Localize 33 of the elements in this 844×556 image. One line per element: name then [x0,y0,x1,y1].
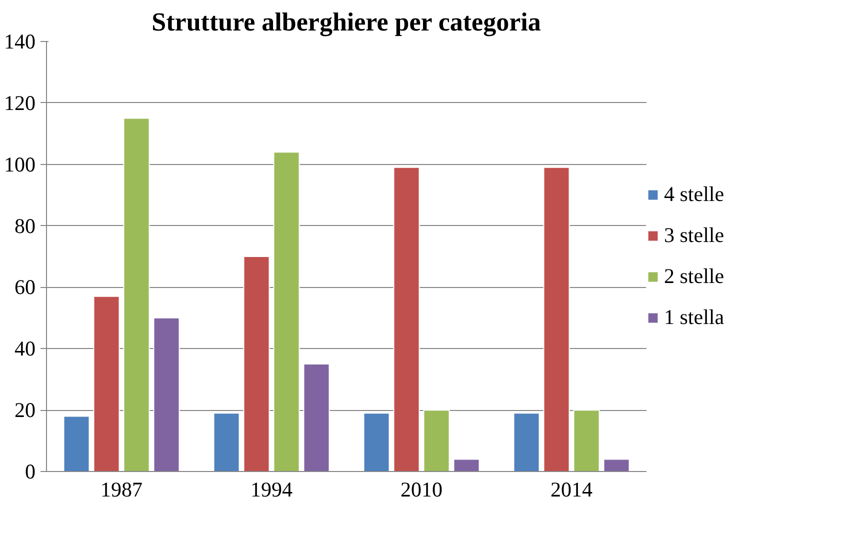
legend-label: 1 stella [664,305,726,330]
bar [543,166,570,472]
y-tick-label: 20 [14,398,36,422]
bar [93,296,120,472]
y-tick-label: 40 [14,336,36,361]
y-tick-label: 0 [25,460,36,484]
bar [303,364,330,472]
bar [363,412,390,472]
x-tick-label: 1994 [250,478,293,502]
x-tick-label: 2010 [400,478,442,502]
bar [213,412,240,472]
bar [603,458,630,472]
y-tick-label: 100 [4,152,36,176]
legend-label: 2 stelle [664,264,726,289]
bar [423,410,450,472]
x-tick-label: 2014 [550,478,593,502]
y-tick-label: 60 [14,275,36,300]
bar [393,166,420,472]
x-tick-label: 1987 [100,478,142,502]
bar [63,416,90,472]
bar [243,256,270,472]
bar [573,410,600,472]
bar [123,118,150,472]
bar [153,317,180,472]
y-tick-label: 140 [4,30,36,54]
legend-label: 4 stelle [664,182,726,207]
y-tick-label: 80 [14,214,36,238]
bar [273,152,300,472]
bar [513,412,540,472]
bar [453,458,480,472]
chart-title: Strutture alberghiere per categoria [152,8,541,36]
legend-label: 3 stelle [664,223,726,248]
y-tick-label: 120 [4,90,36,115]
